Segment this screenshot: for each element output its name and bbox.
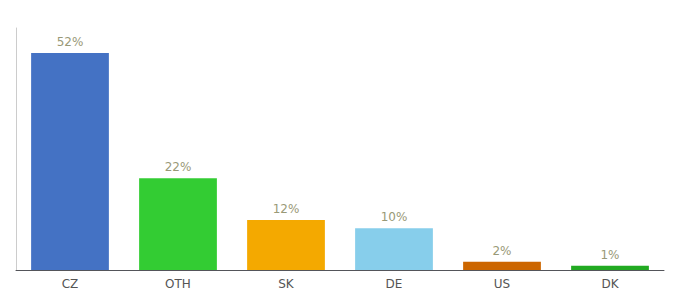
svg-text:10%: 10% xyxy=(381,210,408,224)
svg-text:SK: SK xyxy=(278,277,295,291)
svg-text:US: US xyxy=(494,277,510,291)
svg-text:CZ: CZ xyxy=(62,277,79,291)
svg-text:22%: 22% xyxy=(165,160,192,174)
svg-text:DE: DE xyxy=(386,277,403,291)
svg-text:DK: DK xyxy=(601,277,619,291)
svg-text:2%: 2% xyxy=(492,244,511,258)
svg-text:OTH: OTH xyxy=(165,277,191,291)
svg-text:1%: 1% xyxy=(600,248,619,262)
svg-text:52%: 52% xyxy=(57,35,84,49)
svg-text:12%: 12% xyxy=(273,202,300,216)
